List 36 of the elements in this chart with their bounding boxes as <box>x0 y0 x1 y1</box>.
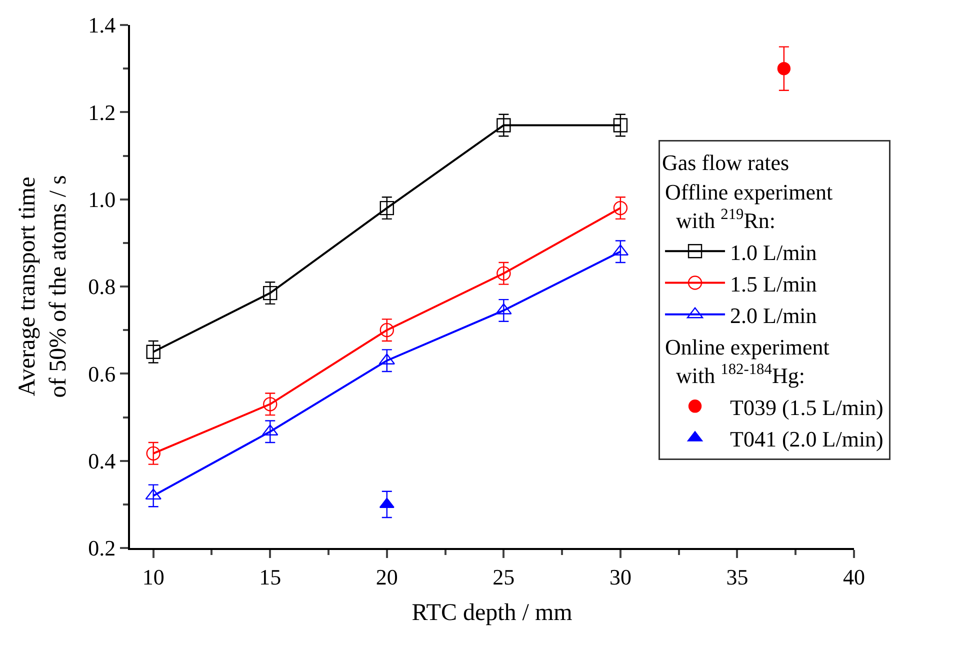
annotation: Online experiment with $^{182-184}$Hg: <box>665 334 830 388</box>
x-tick-label: 20 <box>376 564 398 590</box>
point <box>263 397 278 412</box>
x-tick-label: 15 <box>259 564 282 590</box>
x-tick-label: 30 <box>609 564 632 590</box>
x-tick-label: 40 <box>843 564 865 590</box>
y-tick-label: 0.4 <box>88 448 116 474</box>
point <box>613 200 628 216</box>
y-tick-label: 0.8 <box>88 274 116 300</box>
point <box>263 286 278 300</box>
y-tick-label: 1.2 <box>88 100 116 125</box>
point <box>379 498 394 508</box>
x-tick-label: 25 <box>492 564 515 590</box>
point <box>146 446 160 461</box>
y-tick-label: 0.6 <box>88 361 116 386</box>
annotation: Offline experiment with $^{219}$Rn: <box>665 180 833 234</box>
point <box>777 62 791 76</box>
legend-label: 1.0 L/min <box>730 240 817 265</box>
point <box>613 118 628 132</box>
point <box>380 322 394 338</box>
legend-label: T039 (1.5 L/min) <box>730 394 884 420</box>
y-tick-label: 0.2 <box>88 536 116 561</box>
point <box>380 200 394 216</box>
x-tick-label: 10 <box>142 564 164 590</box>
point <box>146 344 160 359</box>
legend-title: Gas flow rates <box>662 150 790 176</box>
x-tick-label: 35 <box>726 564 748 590</box>
point <box>496 118 511 132</box>
point <box>496 266 511 281</box>
y-tick-label: 1.4 <box>88 12 116 38</box>
legend-label: 2.0 L/min <box>730 302 817 328</box>
y-axis-title: Average transport time of 50% of the atoms / s <box>14 175 72 398</box>
y-tick-label: 1.0 <box>88 187 116 212</box>
x-axis-title: RTC depth / mm <box>412 600 573 626</box>
legend-label: T041 (2.0 L/min) <box>730 426 884 452</box>
legend-label: 1.5 L/min <box>730 271 817 296</box>
